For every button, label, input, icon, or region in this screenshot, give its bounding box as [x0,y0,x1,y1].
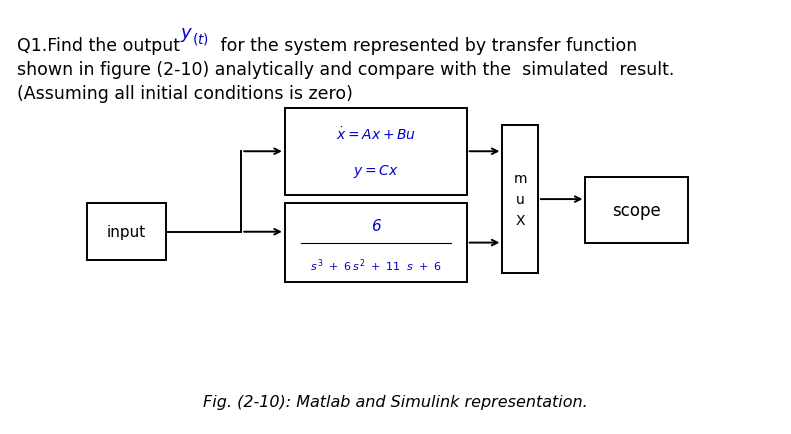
Bar [285,204,467,282]
Text: m
u
X: m u X [513,172,527,227]
Bar [502,126,538,273]
Bar [585,178,688,243]
Text: $\it{s}$$^{\,\mathit{3}}$$\it{\ +\ 6\,s}$$^{\,\mathit{2}}$$\it{\ +\ 11\ \ s\ +\ : $\it{s}$$^{\,\mathit{3}}$$\it{\ +\ 6\,s}… [310,256,441,273]
Text: (Assuming all initial conditions is zero): (Assuming all initial conditions is zero… [17,84,354,102]
Text: for the system represented by transfer function: for the system represented by transfer f… [215,36,638,55]
Text: scope: scope [612,201,661,220]
Text: $\it{(t)}$: $\it{(t)}$ [192,31,210,47]
Text: Q1.Find the output: Q1.Find the output [17,36,186,55]
Text: 6: 6 [371,218,380,233]
Text: Fig. (2-10): Matlab and Simulink representation.: Fig. (2-10): Matlab and Simulink represe… [203,394,588,409]
Text: shown in figure (2-10) analytically and compare with the  simulated  result.: shown in figure (2-10) analytically and … [17,60,675,79]
Text: input: input [107,225,146,240]
Text: $\it{y = Cx}$: $\it{y = Cx}$ [353,162,399,180]
Bar [285,108,467,195]
Bar [87,204,166,260]
Text: $\it{\dot{x}}$$\it{ = Ax + Bu}$: $\it{\dot{x}}$$\it{ = Ax + Bu}$ [335,126,416,143]
Text: $\it{y}$: $\it{y}$ [180,26,194,44]
